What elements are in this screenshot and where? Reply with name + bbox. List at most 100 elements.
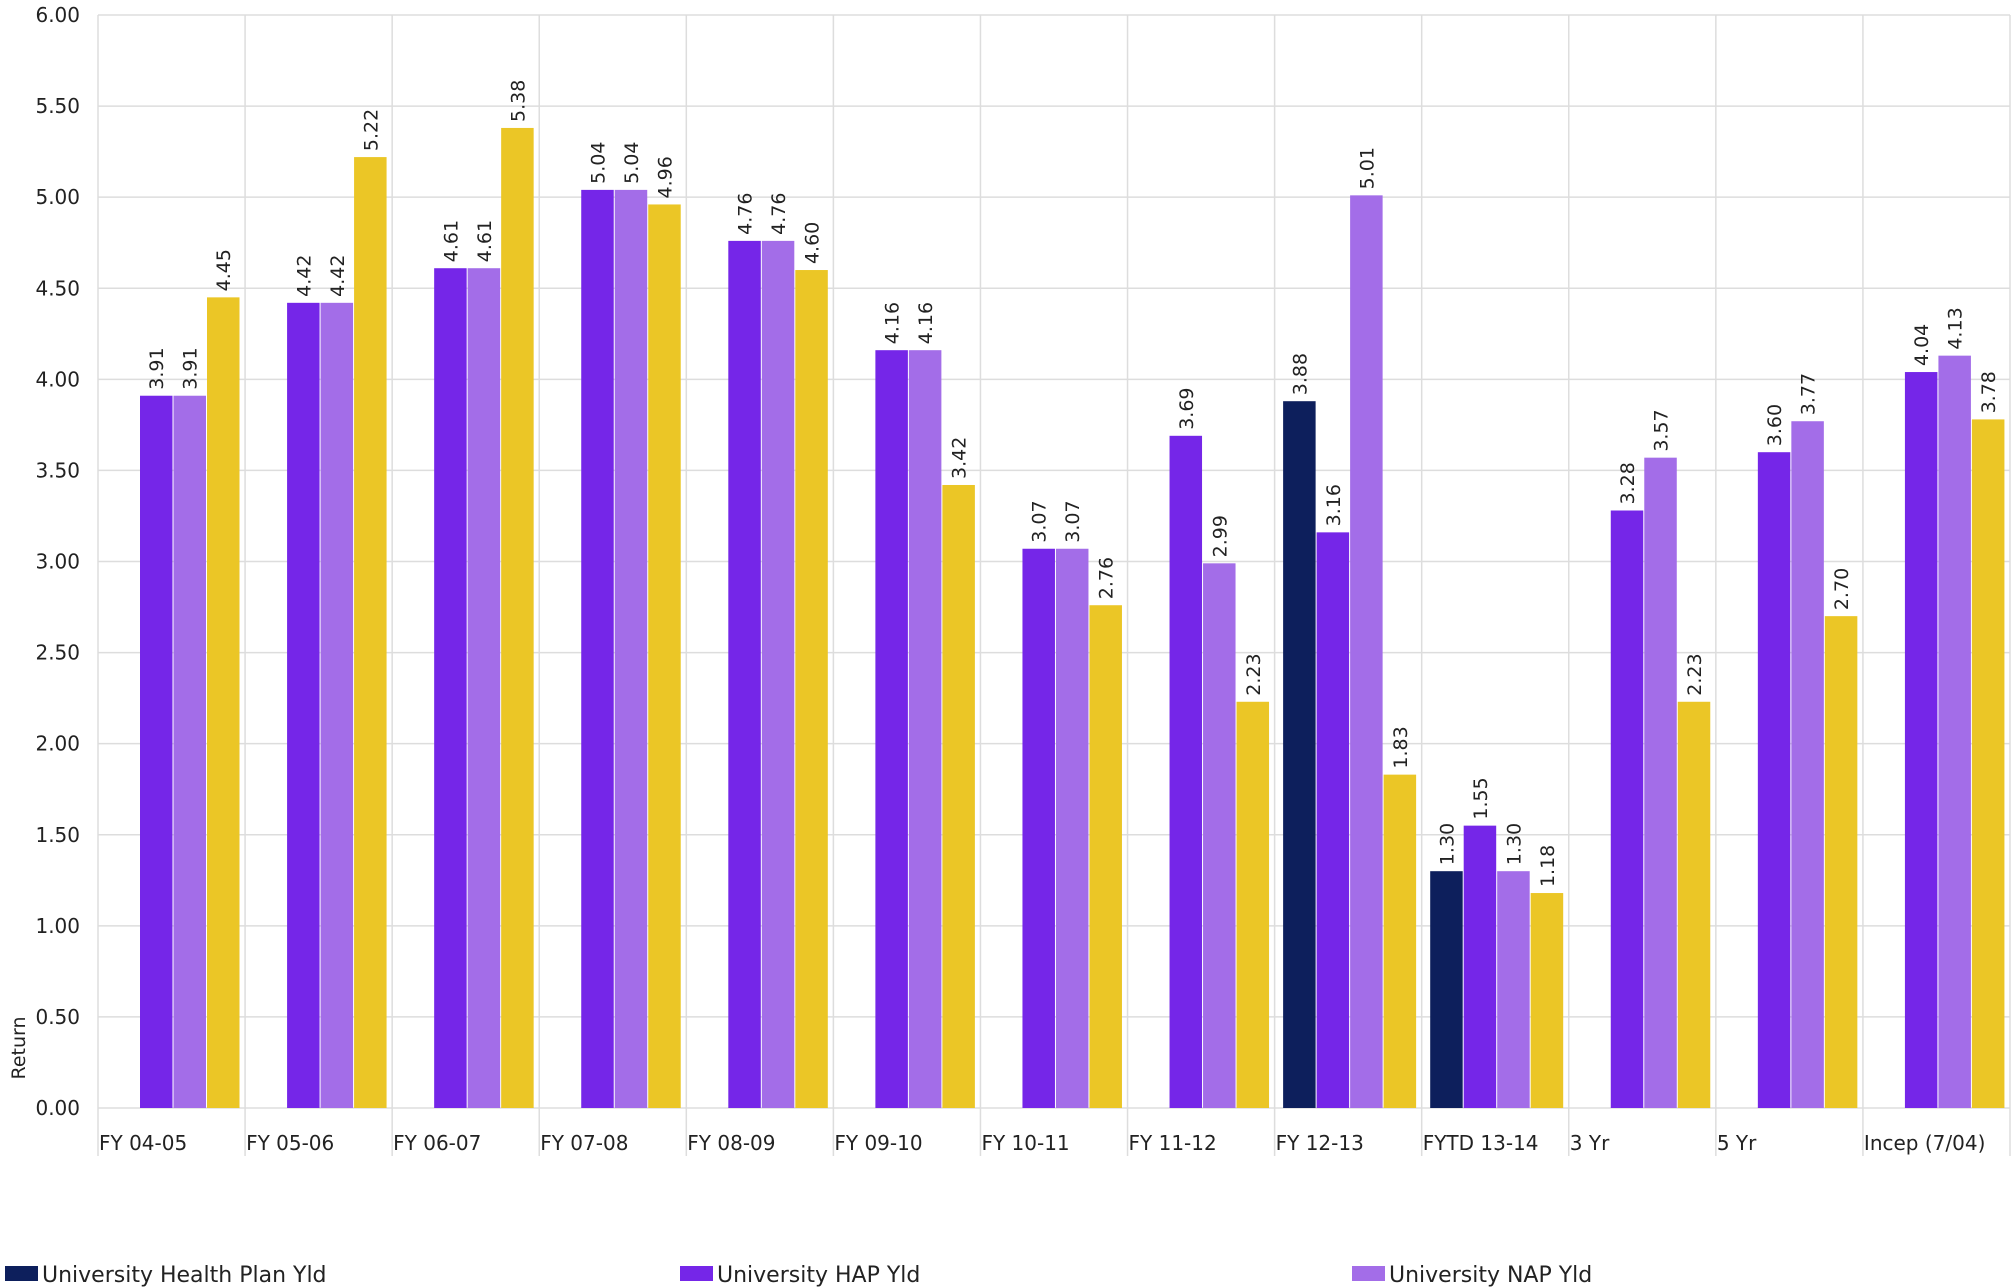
bar: [1757, 452, 1791, 1108]
data-label: 2.23: [1243, 653, 1265, 695]
legend-label: University Health Plan Yld: [42, 1263, 327, 1287]
x-tick-label: FY 10-11: [981, 1131, 1069, 1155]
bar: [1022, 548, 1055, 1108]
legend-swatch: [5, 1266, 38, 1281]
bar: [1055, 548, 1089, 1108]
data-label: 4.16: [915, 302, 937, 344]
data-label: 1.83: [1390, 726, 1412, 768]
data-label: 2.76: [1096, 557, 1118, 599]
data-label: 1.55: [1470, 777, 1492, 819]
bar: [207, 297, 240, 1108]
data-label: 4.42: [293, 255, 315, 297]
y-axis-title: Return: [8, 1016, 30, 1079]
data-label: 2.23: [1684, 653, 1706, 695]
data-label: 4.42: [327, 255, 349, 297]
bar: [1791, 421, 1824, 1108]
bar: [1677, 701, 1711, 1108]
x-tick-label: FY 12-13: [1276, 1131, 1364, 1155]
data-label: 3.28: [1617, 462, 1639, 504]
bar: [1169, 435, 1203, 1108]
data-label: 5.22: [360, 109, 382, 151]
bar: [1350, 195, 1383, 1109]
bar: [320, 302, 354, 1108]
x-tick-label: FY 04-05: [99, 1131, 187, 1155]
bar: [1824, 616, 1858, 1108]
y-tick-label: 2.50: [35, 641, 80, 665]
data-label: 2.70: [1831, 568, 1853, 610]
bar: [1203, 563, 1236, 1108]
data-label: 3.07: [1062, 500, 1084, 542]
bar: [1497, 871, 1530, 1108]
bar: [287, 302, 320, 1108]
data-label: 3.07: [1029, 500, 1051, 542]
bar: [1530, 893, 1564, 1108]
data-label: 4.16: [882, 302, 904, 344]
data-label: 4.04: [1911, 324, 1933, 366]
data-label: 2.99: [1209, 515, 1231, 557]
data-label: 4.61: [474, 220, 496, 262]
bar: [1644, 457, 1677, 1108]
legend: University Health Plan Yld University HAP…: [5, 1263, 1592, 1287]
data-label: 1.18: [1537, 845, 1559, 887]
x-tick-label: Incep (7/04): [1864, 1131, 1985, 1155]
data-label: 5.38: [507, 80, 529, 122]
bar: [140, 395, 173, 1108]
y-tick-label: 5.50: [35, 94, 80, 118]
y-tick-label: 3.50: [35, 458, 80, 482]
y-tick-label: 1.50: [35, 823, 80, 847]
data-label: 3.77: [1798, 373, 1820, 415]
bars: [140, 127, 2005, 1109]
data-label: 1.30: [1503, 823, 1525, 865]
data-label: 3.91: [180, 347, 202, 389]
bar: [1938, 355, 1971, 1108]
data-label: 3.42: [949, 437, 971, 479]
legend-label: University HAP Yld: [717, 1263, 920, 1287]
bar: [1236, 701, 1270, 1108]
x-tick-label: FY 09-10: [834, 1131, 922, 1155]
x-tick-label: FY 07-08: [540, 1131, 628, 1155]
data-label: 4.45: [213, 249, 235, 291]
bar: [1316, 532, 1350, 1108]
bar: [875, 350, 908, 1109]
data-label: 4.60: [802, 222, 824, 264]
data-label: 3.88: [1289, 353, 1311, 395]
bar: [1904, 372, 1938, 1109]
x-tick-label: FY 08-09: [687, 1131, 775, 1155]
bar: [581, 189, 614, 1108]
bar: [1383, 774, 1417, 1108]
data-label: 3.57: [1651, 409, 1673, 451]
data-label: 4.76: [735, 193, 757, 235]
bar: [1089, 605, 1122, 1108]
data-label: 5.04: [587, 142, 609, 184]
x-tick-label: FY 11-12: [1129, 1131, 1217, 1155]
data-label: 3.69: [1176, 387, 1198, 429]
data-label: 4.76: [768, 193, 790, 235]
data-label: 3.60: [1764, 404, 1786, 446]
x-tick-label: FY 06-07: [393, 1131, 481, 1155]
data-label: 3.78: [1978, 371, 2000, 413]
bar: [1610, 510, 1644, 1108]
x-tick-label: FYTD 13-14: [1423, 1131, 1539, 1155]
bar: [1430, 871, 1463, 1108]
legend-swatch: [1352, 1266, 1385, 1281]
bar: [434, 268, 467, 1108]
data-label: 3.16: [1323, 484, 1345, 526]
data-label: 4.96: [654, 156, 676, 198]
bar: [467, 268, 501, 1108]
bar: [1971, 419, 2005, 1108]
bar: [648, 204, 681, 1108]
legend-swatch: [680, 1266, 713, 1281]
bar: [501, 127, 534, 1108]
y-tick-label: 0.50: [35, 1005, 80, 1029]
y-axis: 0.00 0.50 1.00 1.50 2.00 2.50 3.00 3.50 4.00 4.50…: [35, 3, 80, 1120]
x-tick-label: FY 05-06: [246, 1131, 334, 1155]
legend-label: University NAP Yld: [1389, 1263, 1592, 1287]
y-tick-label: 1.00: [35, 914, 80, 938]
y-tick-label: 3.00: [35, 550, 80, 574]
bar: [908, 350, 942, 1109]
x-axis: FY 04-05 FY 05-06 FY 06-07 FY 07-08 FY 08-09…: [99, 1131, 1985, 1155]
value-labels: 3.91 3.91 4.45 4.42 4.42 5.22 4.61 4.61 5.38 5.04…: [146, 80, 2000, 887]
data-label: 4.13: [1945, 307, 1967, 349]
